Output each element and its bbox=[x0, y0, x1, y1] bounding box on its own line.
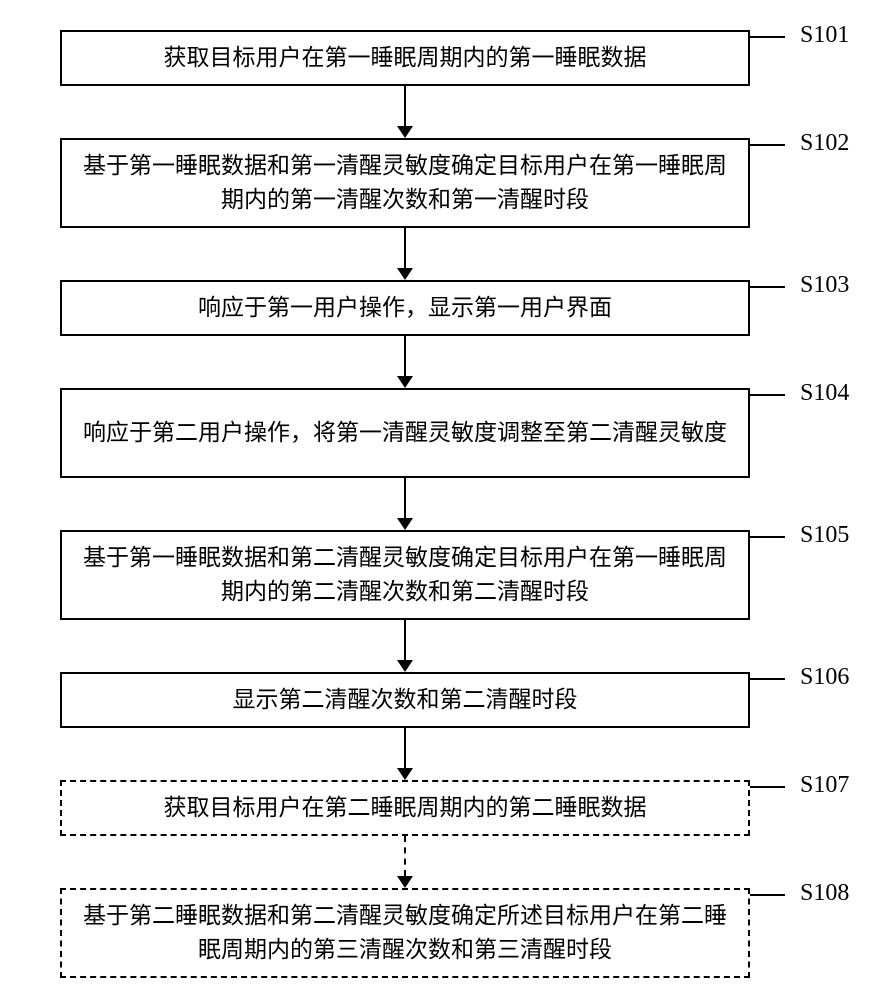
connector bbox=[404, 228, 406, 268]
arrow-down-icon bbox=[397, 268, 413, 280]
flow-step-S102: 基于第一睡眠数据和第一清醒灵敏度确定目标用户在第一睡眠周期内的第一清醒次数和第一… bbox=[60, 138, 750, 228]
leader-line bbox=[750, 894, 785, 896]
flow-step-text: 基于第一睡眠数据和第一清醒灵敏度确定目标用户在第一睡眠周期内的第一清醒次数和第一… bbox=[78, 149, 732, 218]
flow-step-S108: 基于第二睡眠数据和第二清醒灵敏度确定所述目标用户在第二睡眠周期内的第三清醒次数和… bbox=[60, 888, 750, 978]
flow-step-S105: 基于第一睡眠数据和第二清醒灵敏度确定目标用户在第一睡眠周期内的第二清醒次数和第二… bbox=[60, 530, 750, 620]
flowchart-canvas: 获取目标用户在第一睡眠周期内的第一睡眠数据 S101 基于第一睡眠数据和第一清醒灵敏… bbox=[0, 0, 887, 1000]
connector bbox=[404, 86, 406, 126]
step-label-S103: S103 bbox=[800, 272, 849, 299]
arrow-down-icon bbox=[397, 768, 413, 780]
arrow-down-icon bbox=[397, 518, 413, 530]
step-label-S106: S106 bbox=[800, 664, 849, 691]
step-label-S101: S101 bbox=[800, 22, 849, 49]
step-label-S108: S108 bbox=[800, 880, 849, 907]
arrow-down-icon bbox=[397, 126, 413, 138]
flow-step-S101: 获取目标用户在第一睡眠周期内的第一睡眠数据 bbox=[60, 30, 750, 86]
leader-line bbox=[750, 678, 785, 680]
step-label-S107: S107 bbox=[800, 772, 849, 799]
connector bbox=[404, 336, 406, 376]
flow-step-S104: 响应于第二用户操作，将第一清醒灵敏度调整至第二清醒灵敏度 bbox=[60, 388, 750, 478]
flow-step-text: 基于第二睡眠数据和第二清醒灵敏度确定所述目标用户在第二睡眠周期内的第三清醒次数和… bbox=[78, 899, 732, 968]
flow-step-text: 获取目标用户在第二睡眠周期内的第二睡眠数据 bbox=[164, 791, 647, 826]
connector bbox=[404, 728, 406, 768]
flow-step-text: 基于第一睡眠数据和第二清醒灵敏度确定目标用户在第一睡眠周期内的第二清醒次数和第二… bbox=[78, 541, 732, 610]
leader-line bbox=[750, 536, 785, 538]
leader-line bbox=[750, 786, 785, 788]
leader-line bbox=[750, 144, 785, 146]
connector bbox=[404, 620, 406, 660]
step-label-S102: S102 bbox=[800, 130, 849, 157]
flow-step-S103: 响应于第一用户操作，显示第一用户界面 bbox=[60, 280, 750, 336]
arrow-down-icon bbox=[397, 660, 413, 672]
flow-step-S107: 获取目标用户在第二睡眠周期内的第二睡眠数据 bbox=[60, 780, 750, 836]
connector-dashed bbox=[404, 836, 406, 876]
step-label-S104: S104 bbox=[800, 380, 849, 407]
flow-step-text: 响应于第二用户操作，将第一清醒灵敏度调整至第二清醒灵敏度 bbox=[83, 416, 727, 451]
connector bbox=[404, 478, 406, 518]
arrow-down-icon bbox=[397, 876, 413, 888]
arrow-down-icon bbox=[397, 376, 413, 388]
flow-step-text: 显示第二清醒次数和第二清醒时段 bbox=[233, 683, 578, 718]
step-label-S105: S105 bbox=[800, 522, 849, 549]
flow-step-S106: 显示第二清醒次数和第二清醒时段 bbox=[60, 672, 750, 728]
flow-step-text: 获取目标用户在第一睡眠周期内的第一睡眠数据 bbox=[164, 41, 647, 76]
flow-step-text: 响应于第一用户操作，显示第一用户界面 bbox=[198, 291, 612, 326]
leader-line bbox=[750, 36, 785, 38]
leader-line bbox=[750, 394, 785, 396]
leader-line bbox=[750, 286, 785, 288]
